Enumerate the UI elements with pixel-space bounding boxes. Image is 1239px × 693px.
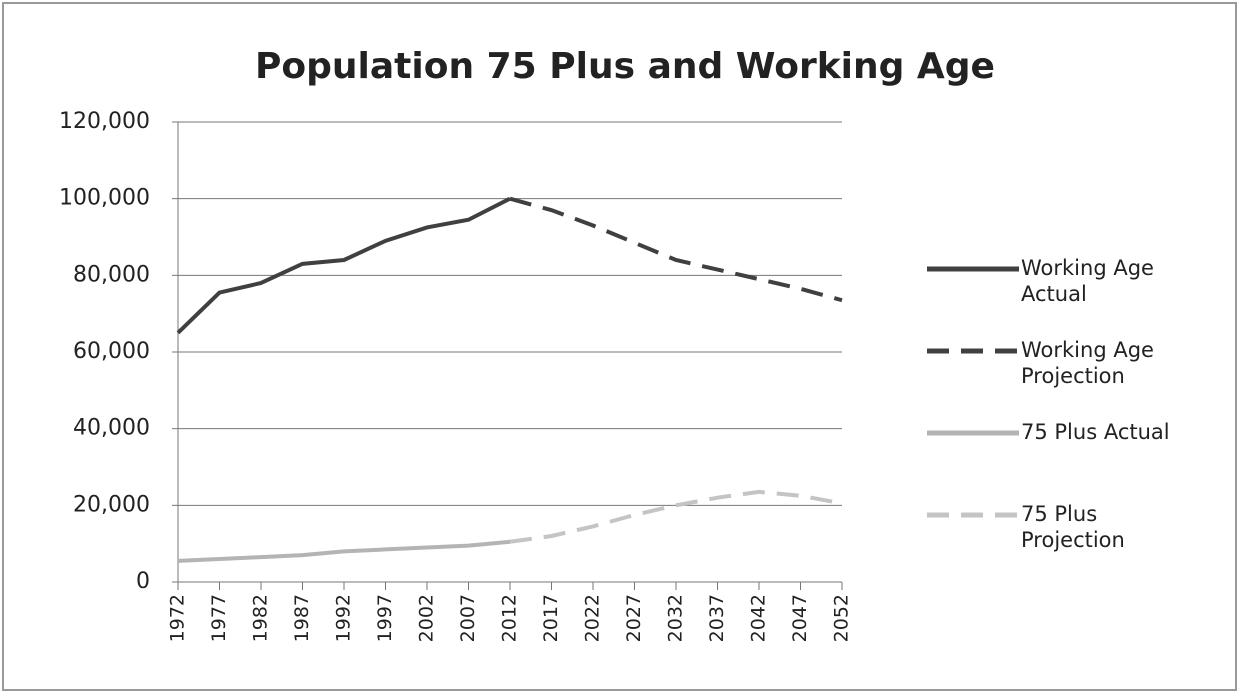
y-tick-label: 40,000 — [73, 416, 150, 441]
y-tick-label: 60,000 — [73, 339, 150, 364]
x-tick-label: 1977 — [208, 594, 230, 642]
legend-label: 75 Plus Actual — [1021, 420, 1170, 444]
legend-item: Working Age Projection — [925, 337, 1215, 419]
legend-item: 75 Plus Projection — [925, 501, 1215, 583]
x-tick-label: 2047 — [789, 594, 811, 642]
chart-title: Population 75 Plus and Working Age — [255, 46, 995, 87]
legend-label: Working Age Actual — [1021, 256, 1154, 306]
x-tick-label: 2022 — [582, 594, 604, 642]
x-tick-label: 2032 — [665, 594, 687, 642]
series-line — [509, 196, 843, 303]
x-tick-label: 1972 — [167, 594, 189, 642]
legend-swatch — [927, 348, 1019, 354]
x-tick-label: 2052 — [831, 594, 853, 642]
legend-label: 75 Plus Projection — [1021, 502, 1125, 552]
series-line — [176, 196, 511, 335]
x-tick-label: 2017 — [540, 594, 562, 642]
x-tick-label: 2002 — [416, 594, 438, 642]
legend-swatch — [927, 430, 1019, 436]
legend: Working Age Actual Working Age Projection… — [925, 255, 1215, 583]
x-tick-label: 2042 — [748, 594, 770, 642]
x-tick-label: 2012 — [499, 594, 521, 642]
legend-label: Working Age Projection — [1021, 338, 1154, 388]
legend-swatch — [927, 266, 1019, 272]
y-tick-label: 80,000 — [73, 262, 150, 287]
x-tick-label: 1982 — [250, 594, 272, 642]
x-tick-label: 2007 — [457, 594, 479, 642]
x-tick-label: 1992 — [333, 594, 355, 642]
y-tick-label: 120,000 — [59, 109, 150, 134]
series-line — [177, 539, 511, 563]
x-tick-label: 1997 — [374, 594, 396, 642]
y-tick-label: 0 — [136, 569, 150, 594]
legend-swatch — [927, 512, 1019, 518]
y-tick-label: 100,000 — [59, 186, 150, 211]
x-tick-label: 2027 — [623, 594, 645, 642]
x-tick-label: 1987 — [291, 594, 313, 642]
legend-item: 75 Plus Actual — [925, 419, 1215, 501]
series-line — [509, 489, 843, 544]
legend-item: Working Age Actual — [925, 255, 1215, 337]
y-tick-label: 20,000 — [73, 492, 150, 517]
x-tick-label: 2037 — [706, 594, 728, 642]
